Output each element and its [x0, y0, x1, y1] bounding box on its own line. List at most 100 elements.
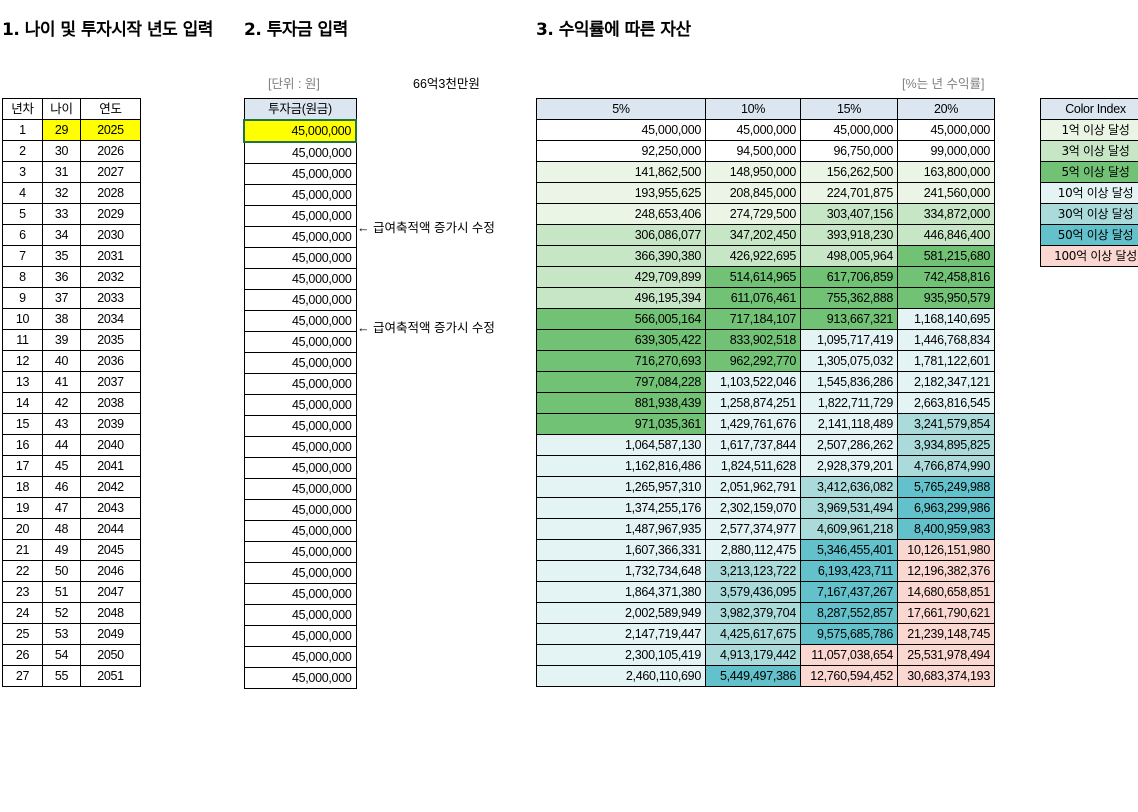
year-index-cell: 15	[2, 413, 43, 435]
table-header-row: 년차 나이 연도	[2, 98, 141, 120]
table-row: 45,000,000	[243, 562, 357, 584]
calendar-year-cell: 2043	[80, 497, 141, 519]
investment-cell[interactable]: 45,000,000	[243, 646, 357, 668]
table-row: 45,000,000	[243, 373, 357, 395]
table-row: 6 34 2030	[2, 224, 141, 246]
value-cell-rate-20: 17,661,790,621	[897, 602, 995, 624]
age-cell: 42	[42, 392, 81, 414]
header-rate-15: 15%	[800, 98, 898, 120]
value-cell-rate-5: 248,653,406	[536, 203, 706, 225]
value-cell-rate-15: 2,507,286,262	[800, 434, 898, 456]
header-calendar-year: 연도	[80, 98, 141, 120]
age-cell: 38	[42, 308, 81, 330]
investment-cell[interactable]: 45,000,000	[243, 373, 357, 395]
value-cell-rate-5: 716,270,693	[536, 350, 706, 372]
investment-cell[interactable]: 45,000,000	[243, 394, 357, 416]
table-row: 1,864,371,380 3,579,436,095 7,167,437,267 1…	[536, 581, 995, 603]
investment-cell[interactable]: 45,000,000	[243, 205, 357, 227]
investment-cell[interactable]: 45,000,000	[243, 499, 357, 521]
legend-item: 1억 이상 달성	[1040, 119, 1138, 141]
value-cell-rate-20: 742,458,816	[897, 266, 995, 288]
age-cell: 49	[42, 539, 81, 561]
value-cell-rate-15: 393,918,230	[800, 224, 898, 246]
investment-cell[interactable]: 45,000,000	[243, 436, 357, 458]
age-cell: 40	[42, 350, 81, 372]
table-row: 45,000,000	[243, 247, 357, 269]
value-cell-rate-10: 274,729,500	[705, 203, 801, 225]
value-cell-rate-20: 14,680,658,851	[897, 581, 995, 603]
value-cell-rate-20: 241,560,000	[897, 182, 995, 204]
year-index-cell: 25	[2, 623, 43, 645]
age-cell[interactable]: 29	[42, 119, 81, 141]
calendar-year-cell: 2040	[80, 434, 141, 456]
table-row: 566,005,164 717,184,107 913,667,321 1,168,1…	[536, 308, 995, 330]
legend-row: 10억 이상 달성	[1040, 182, 1138, 204]
investment-cell[interactable]: 45,000,000	[243, 541, 357, 563]
table-row: 7 35 2031	[2, 245, 141, 267]
age-cell: 46	[42, 476, 81, 498]
investment-cell[interactable]: 45,000,000	[243, 604, 357, 626]
value-cell-rate-20: 25,531,978,494	[897, 644, 995, 666]
value-cell-rate-15: 45,000,000	[800, 119, 898, 141]
value-cell-rate-20: 3,934,895,825	[897, 434, 995, 456]
section-title-asset-by-return: 3. 수익률에 따른 자산	[536, 20, 691, 40]
calendar-year-cell: 2028	[80, 182, 141, 204]
value-cell-rate-20: 6,963,299,986	[897, 497, 995, 519]
color-index-legend: Color Index 1억 이상 달성 3억 이상 달성 5억 이상 달성 10억 …	[1040, 98, 1138, 267]
investment-cell[interactable]: 45,000,000	[243, 310, 357, 332]
investment-cell[interactable]: 45,000,000	[243, 520, 357, 542]
table-row: 45,000,000	[243, 625, 357, 647]
table-row: 17 45 2041	[2, 455, 141, 477]
investment-cell[interactable]: 45,000,000	[243, 415, 357, 437]
investment-cell[interactable]: 45,000,000	[243, 583, 357, 605]
investment-cell[interactable]: 45,000,000	[243, 163, 357, 185]
age-year-table: 년차 나이 연도 1 29 2025 2 30 2026 3 31 2027 4 32 2028 5 33…	[2, 98, 141, 687]
table-row: 1,374,255,176 2,302,159,070 3,969,531,494 6…	[536, 497, 995, 519]
value-cell-rate-20: 99,000,000	[897, 140, 995, 162]
age-cell: 34	[42, 224, 81, 246]
age-cell: 39	[42, 329, 81, 351]
age-cell: 36	[42, 266, 81, 288]
investment-cell[interactable]: 45,000,000	[243, 625, 357, 647]
year-index-cell: 24	[2, 602, 43, 624]
investment-cell[interactable]: 45,000,000	[243, 119, 357, 143]
table-row: 639,305,422 833,902,518 1,095,717,419 1,446…	[536, 329, 995, 351]
calendar-year-cell[interactable]: 2025	[80, 119, 141, 141]
investment-cell[interactable]: 45,000,000	[243, 331, 357, 353]
calendar-year-cell: 2036	[80, 350, 141, 372]
year-index-cell: 23	[2, 581, 43, 603]
legend-item: 50억 이상 달성	[1040, 224, 1138, 246]
table-row: 11 39 2035	[2, 329, 141, 351]
investment-cell[interactable]: 45,000,000	[243, 226, 357, 248]
investment-cell[interactable]: 45,000,000	[243, 268, 357, 290]
investment-cell[interactable]: 45,000,000	[243, 289, 357, 311]
table-row: 45,000,000	[243, 604, 357, 626]
table-row: 1,732,734,648 3,213,123,722 6,193,423,711 1…	[536, 560, 995, 582]
legend-header-row: Color Index	[1040, 98, 1138, 120]
age-cell: 51	[42, 581, 81, 603]
legend-row: 100억 이상 달성	[1040, 245, 1138, 267]
table-row: 12 40 2036	[2, 350, 141, 372]
table-row: 716,270,693 962,292,770 1,305,075,032 1,781…	[536, 350, 995, 372]
investment-cell[interactable]: 45,000,000	[243, 667, 357, 689]
investment-cell[interactable]: 45,000,000	[243, 457, 357, 479]
investment-cell[interactable]: 45,000,000	[243, 562, 357, 584]
investment-cell[interactable]: 45,000,000	[243, 141, 357, 164]
calendar-year-cell: 2033	[80, 287, 141, 309]
investment-cell[interactable]: 45,000,000	[243, 184, 357, 206]
value-cell-rate-5: 92,250,000	[536, 140, 706, 162]
investment-cell[interactable]: 45,000,000	[243, 478, 357, 500]
investment-cell[interactable]: 45,000,000	[243, 352, 357, 374]
legend-title: Color Index	[1040, 98, 1138, 120]
value-cell-rate-20: 10,126,151,980	[897, 539, 995, 561]
table-row: 45,000,000	[243, 499, 357, 521]
calendar-year-cell: 2032	[80, 266, 141, 288]
table-row: 24 52 2048	[2, 602, 141, 624]
age-cell: 30	[42, 140, 81, 162]
value-cell-rate-5: 496,195,394	[536, 287, 706, 309]
table-row: 16 44 2040	[2, 434, 141, 456]
header-year-index: 년차	[2, 98, 43, 120]
investment-cell[interactable]: 45,000,000	[243, 247, 357, 269]
value-cell-rate-10: 347,202,450	[705, 224, 801, 246]
value-cell-rate-10: 1,617,737,844	[705, 434, 801, 456]
